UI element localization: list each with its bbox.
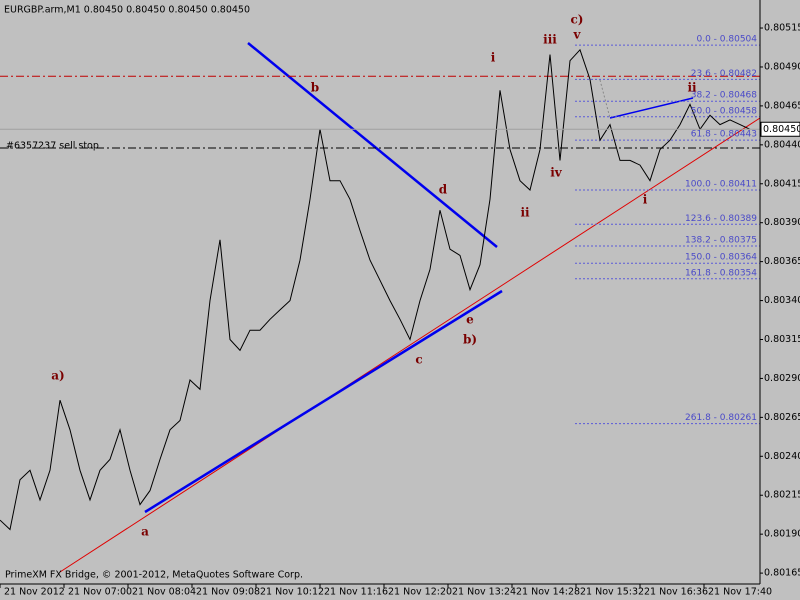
plot-area [0, 44, 760, 531]
wave-label: v [573, 28, 582, 42]
wave-label: c) [571, 13, 584, 27]
fib-label: 23.6 - 0.80482 [691, 69, 757, 79]
fib-label: 0.0 - 0.80504 [697, 35, 758, 45]
y-tick-label: 0.80290 [764, 373, 800, 384]
order-label: #6357237 sell stop [6, 140, 99, 151]
fib-base [599, 79, 611, 119]
last-price: 0.80450 [763, 124, 800, 135]
y-tick-label: 0.80215 [764, 490, 800, 501]
x-tick-label: 21 Nov 16:36 [644, 587, 708, 598]
wave-label: ii [687, 81, 697, 95]
x-tick-label: 21 Nov 09:08 [196, 587, 260, 598]
fib-label: 161.8 - 0.80354 [685, 268, 757, 278]
wave-label: a) [51, 369, 64, 383]
fib-label: 150.0 - 0.80364 [685, 253, 757, 263]
y-tick-label: 0.80440 [764, 139, 800, 150]
fib-label: 138.2 - 0.80375 [685, 236, 757, 246]
y-tick-label: 0.80265 [764, 412, 800, 423]
wave-label: i [491, 51, 496, 65]
wave-label: a [141, 525, 149, 539]
x-tick-label: 21 Nov 08:04 [132, 587, 196, 598]
fib-label: 61.8 - 0.80443 [691, 130, 757, 140]
y-tick-label: 0.80315 [764, 334, 800, 345]
y-tick-label: 0.80390 [764, 217, 800, 228]
x-tick-label: 21 Nov 15:32 [580, 587, 644, 598]
y-tick-label: 0.80340 [764, 295, 800, 306]
x-tick-label: 21 Nov 14:28 [516, 587, 580, 598]
x-tick-label: 21 Nov 13:24 [452, 587, 516, 598]
x-tick-label: 21 Nov 2012 [4, 587, 65, 598]
y-tick-label: 0.80190 [764, 529, 800, 540]
trend-line [144, 289, 503, 514]
wave-label: c [415, 353, 422, 367]
y-tick-label: 0.80165 [764, 568, 800, 579]
y-tick-label: 0.80515 [764, 23, 800, 34]
fib-label: 100.0 - 0.80411 [685, 179, 757, 189]
wave-label: d [439, 183, 448, 197]
x-tick-label: 21 Nov 11:16 [324, 587, 388, 598]
wave-label: b) [463, 333, 477, 347]
y-tick-label: 0.80240 [764, 451, 800, 462]
wave-label: b [311, 81, 319, 95]
trend-line [59, 117, 761, 573]
chart-title: EURGBP.arm,M1 0.80450 0.80450 0.80450 0.… [4, 5, 250, 16]
fib-label: 38.2 - 0.80468 [691, 91, 757, 101]
price-line [0, 48, 751, 531]
fib-label: 261.8 - 0.80261 [685, 413, 757, 423]
y-tick-label: 0.80465 [764, 100, 800, 111]
fib-label: 50.0 - 0.80458 [691, 106, 757, 116]
wave-label: iv [550, 166, 563, 180]
footer: PrimeXM FX Bridge, © 2001-2012, MetaQuot… [5, 570, 303, 581]
fib-label: 123.6 - 0.80389 [685, 214, 757, 224]
wave-label: e [466, 313, 474, 327]
x-tick-label: 21 Nov 07:00 [68, 587, 132, 598]
price-box [760, 121, 800, 137]
wave-label: ii [520, 206, 530, 220]
x-tick-label: 21 Nov 10:12 [260, 587, 324, 598]
y-tick-label: 0.80365 [764, 256, 800, 267]
x-tick-label: 21 Nov 12:20 [388, 587, 452, 598]
y-tick-label: 0.80490 [764, 61, 800, 72]
wave-label: i [643, 193, 648, 207]
wave-label: iii [543, 33, 557, 47]
y-tick-label: 0.80415 [764, 178, 800, 189]
trend-line [247, 42, 498, 248]
x-tick-label: 21 Nov 17:40 [708, 587, 772, 598]
